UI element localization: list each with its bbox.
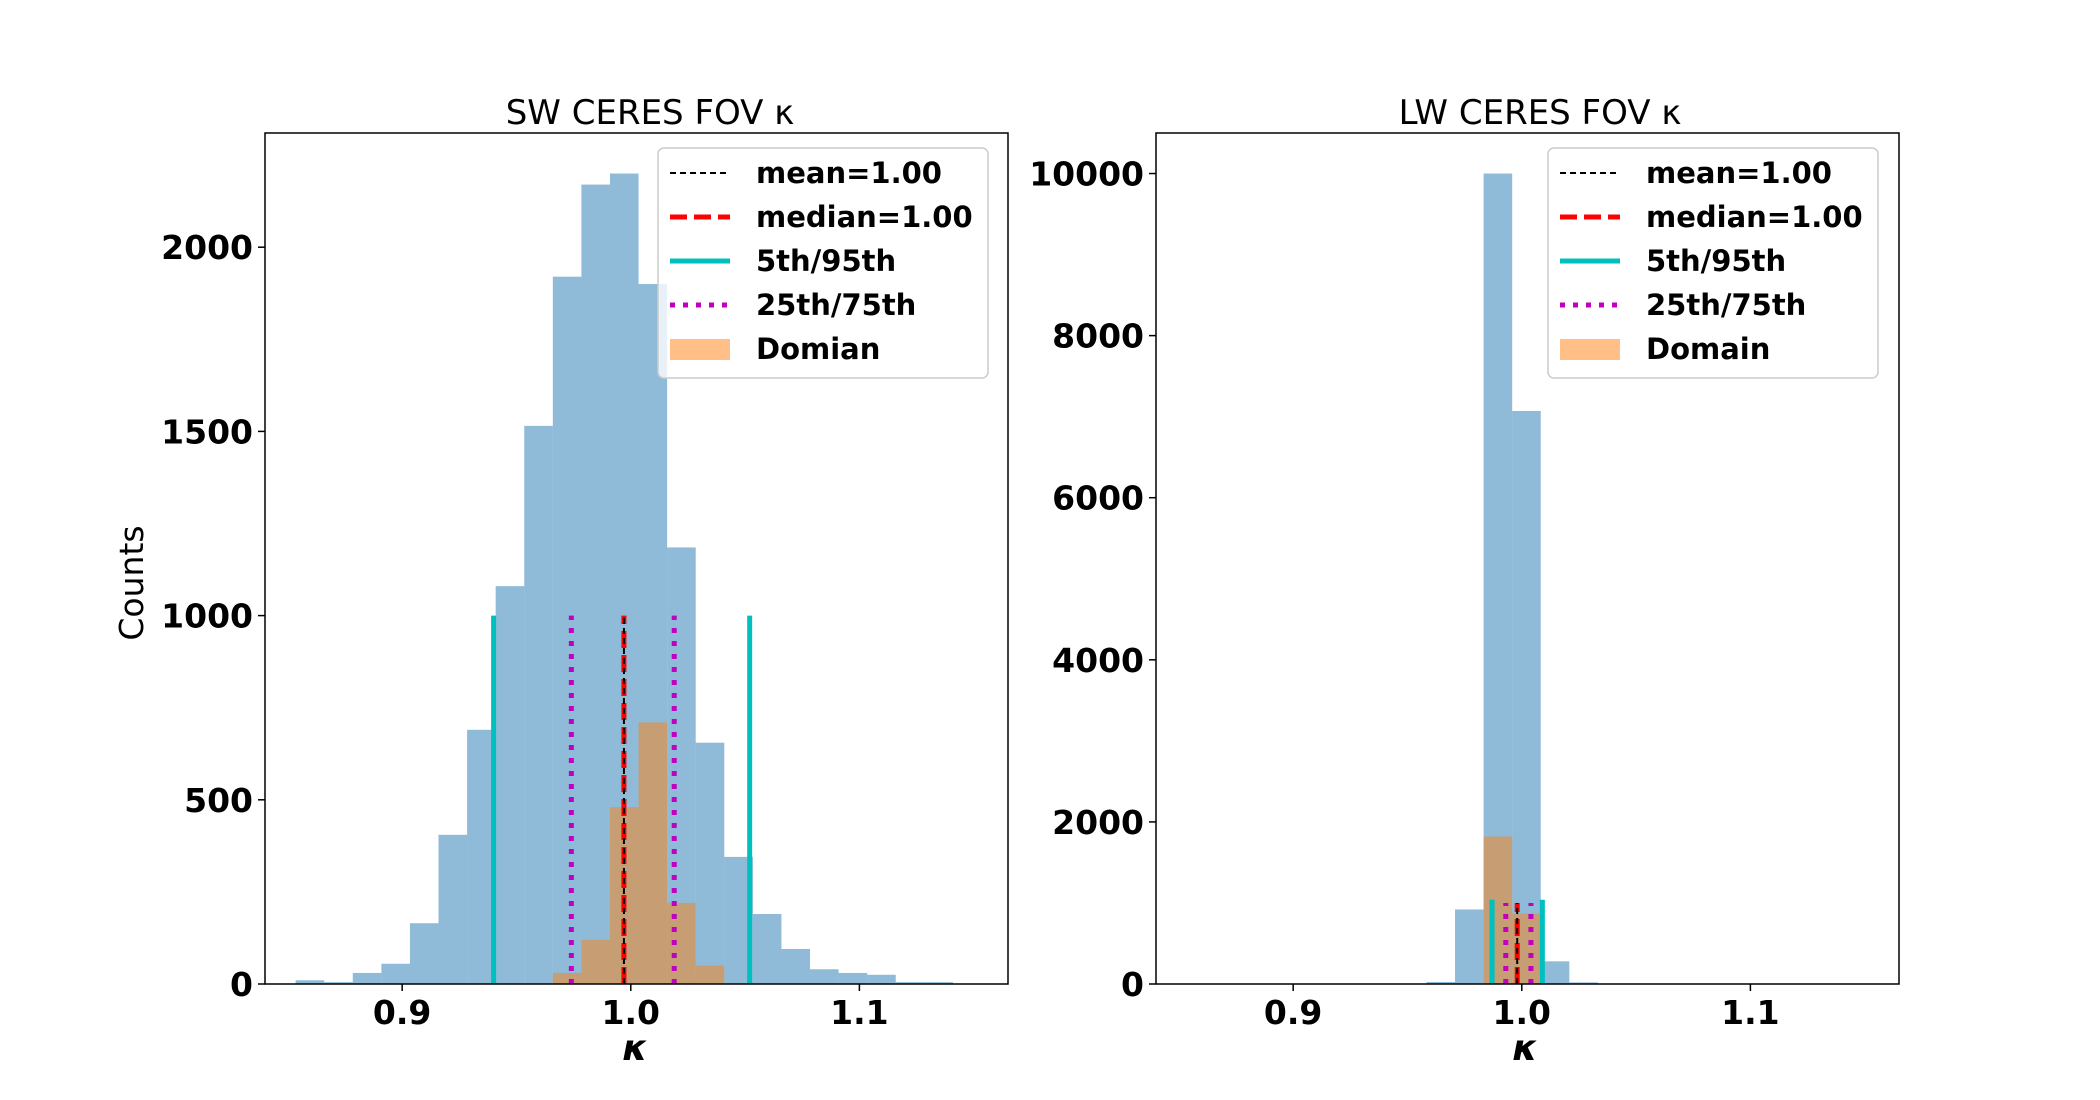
lw-legend-frame [1547,147,1879,379]
sw-legend-domain-swatch [670,339,730,360]
lw-y-tick-label: 2000 [1052,803,1144,842]
sw-histogram-bar [695,742,725,984]
lw-x-tick-label: 1.1 [1721,993,1779,1032]
lw-legend-25-75-label: 25th/75th [1646,288,1806,322]
lw-y-tick-label: 6000 [1052,479,1144,518]
sw-histogram-bar [524,425,553,985]
sw-histogram-bar [781,949,811,984]
lw-x-axis-label: κ [1512,1028,1538,1069]
sw-histogram-bar [495,586,525,984]
sw-legend-25-75-label: 25th/75th [756,288,916,322]
sw-x-axis-label: κ [622,1028,648,1069]
sw-histogram-bar [752,914,782,984]
sw-legend-median-label: median=1.00 [756,200,973,234]
lw-legend-domain-swatch [1560,339,1620,360]
sw-histogram-bar [838,972,868,984]
lw-panel-title: LW CERES FOV κ [1399,93,1682,133]
lw-x-tick-label: 1.0 [1493,993,1551,1032]
lw-axes-frame [1155,132,1900,985]
sw-panel-title: SW CERES FOV κ [506,93,795,133]
lw-y-tick-label: 4000 [1052,641,1144,680]
sw-y-tick-label: 1000 [161,597,253,636]
lw-y-tick-label: 0 [1121,965,1144,1004]
lw-histogram-bar [1540,961,1570,984]
sw-y-tick-label: 2000 [161,228,253,267]
lw-legend-mean-label: mean=1.00 [1646,156,1832,190]
sw-domain-bar [667,902,696,984]
sw-legend-domain-label: Domian [756,332,880,366]
sw-histogram-bar [895,982,925,984]
sw-histogram-bar [924,982,953,984]
sw-plot-area: 0.9 1.0 1.1 0 500 1000 1500 2000 [161,132,1009,1032]
sw-histogram-bar [552,276,582,985]
sw-histogram-bar [381,963,410,984]
sw-histogram-bar [409,923,439,984]
sw-histogram-bar [867,974,896,984]
sw-legend-frame [657,147,989,379]
lw-kappa-panel: LW CERES FOV κ 0.9 1.0 1.1 0 2000 4000 6000 800… [1029,93,1900,1069]
sw-kappa-panel: SW CERES FOV κ 0.9 1.0 1.1 0 500 1000 1500 2000… [112,93,1009,1069]
lw-legend-median-label: median=1.00 [1646,200,1863,234]
sw-domain-bar [552,972,582,984]
sw-legend: mean=1.00 median=1.00 5th/95th 25th/75th… [657,147,989,379]
sw-histogram-bar [438,834,468,984]
sw-x-tick-label: 1.0 [602,993,660,1032]
sw-y-tick-label: 0 [230,965,253,1004]
sw-x-tick-label: 0.9 [373,993,431,1032]
sw-axes-frame [264,132,1009,985]
sw-legend-mean-label: mean=1.00 [756,156,942,190]
sw-y-axis-label: Counts [112,525,151,640]
sw-histogram-bar [352,972,382,984]
sw-histogram-bar [581,184,610,985]
lw-histogram-bar [1512,410,1541,984]
sw-y-tick-label: 1500 [161,412,253,451]
sw-domain-bar [695,965,725,984]
lw-histogram-bar [1569,982,1598,984]
lw-domain-bar [1483,836,1513,984]
sw-histogram-bar [324,982,353,984]
lw-y-tick-label: 8000 [1052,317,1144,356]
lw-plot-area: 0.9 1.0 1.1 0 2000 4000 6000 8000 10000 [1029,132,1900,1032]
sw-domain-bar [581,939,610,984]
lw-legend-5-95-label: 5th/95th [1646,244,1786,278]
lw-histogram-bar [1455,909,1484,984]
lw-y-tick-label: 10000 [1029,155,1144,194]
lw-legend: mean=1.00 median=1.00 5th/95th 25th/75th… [1547,147,1879,379]
sw-histogram-bar [295,980,325,984]
lw-x-tick-label: 0.9 [1264,993,1322,1032]
sw-histogram-bar [810,969,839,984]
lw-histogram-bar [1426,981,1456,984]
lw-legend-domain-label: Domain [1646,332,1770,366]
sw-histogram-bar [467,729,496,984]
sw-domain-bar [638,722,668,984]
sw-x-tick-label: 1.1 [830,993,888,1032]
sw-y-tick-label: 500 [184,781,253,820]
sw-legend-5-95-label: 5th/95th [756,244,896,278]
